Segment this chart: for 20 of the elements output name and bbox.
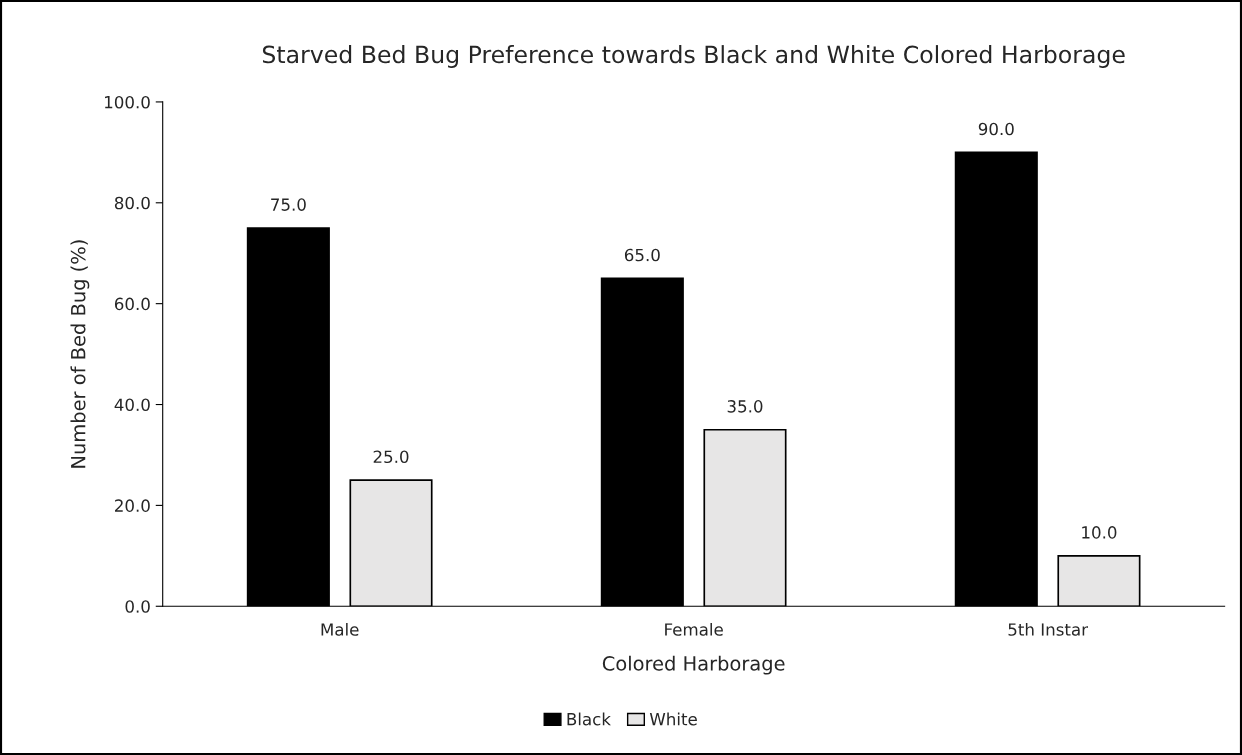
y-tick-label: 40.0 [114,398,150,412]
y-tick-label: 20.0 [115,499,150,512]
y-tick-label: 0.0 [125,600,150,613]
x-tick-label: Male [321,622,359,636]
data-label: 10.0 [1082,526,1117,539]
data-label: 35.0 [727,400,763,413]
data-label: 90.0 [978,122,1014,136]
y-tick-label: 100.0 [105,95,150,109]
legend-label: White [649,712,697,726]
data-label: 65.0 [624,248,660,262]
legend-label: Black [567,712,611,726]
x-axis-title: Colored Harborage [602,655,785,675]
x-tick-label: 5th Instar [1008,622,1089,636]
data-label: 75.0 [271,198,306,211]
x-tick-label: Female [665,622,723,636]
data-label: 25.0 [373,450,409,464]
chart-title: Starved Bed Bug Preference towards Black and White Colored Harborage [262,45,1125,68]
y-axis-title: Number of Bed Bug (%) [70,240,90,468]
y-tick-label: 60.0 [114,297,150,311]
y-tick-label: 80.0 [114,196,150,210]
